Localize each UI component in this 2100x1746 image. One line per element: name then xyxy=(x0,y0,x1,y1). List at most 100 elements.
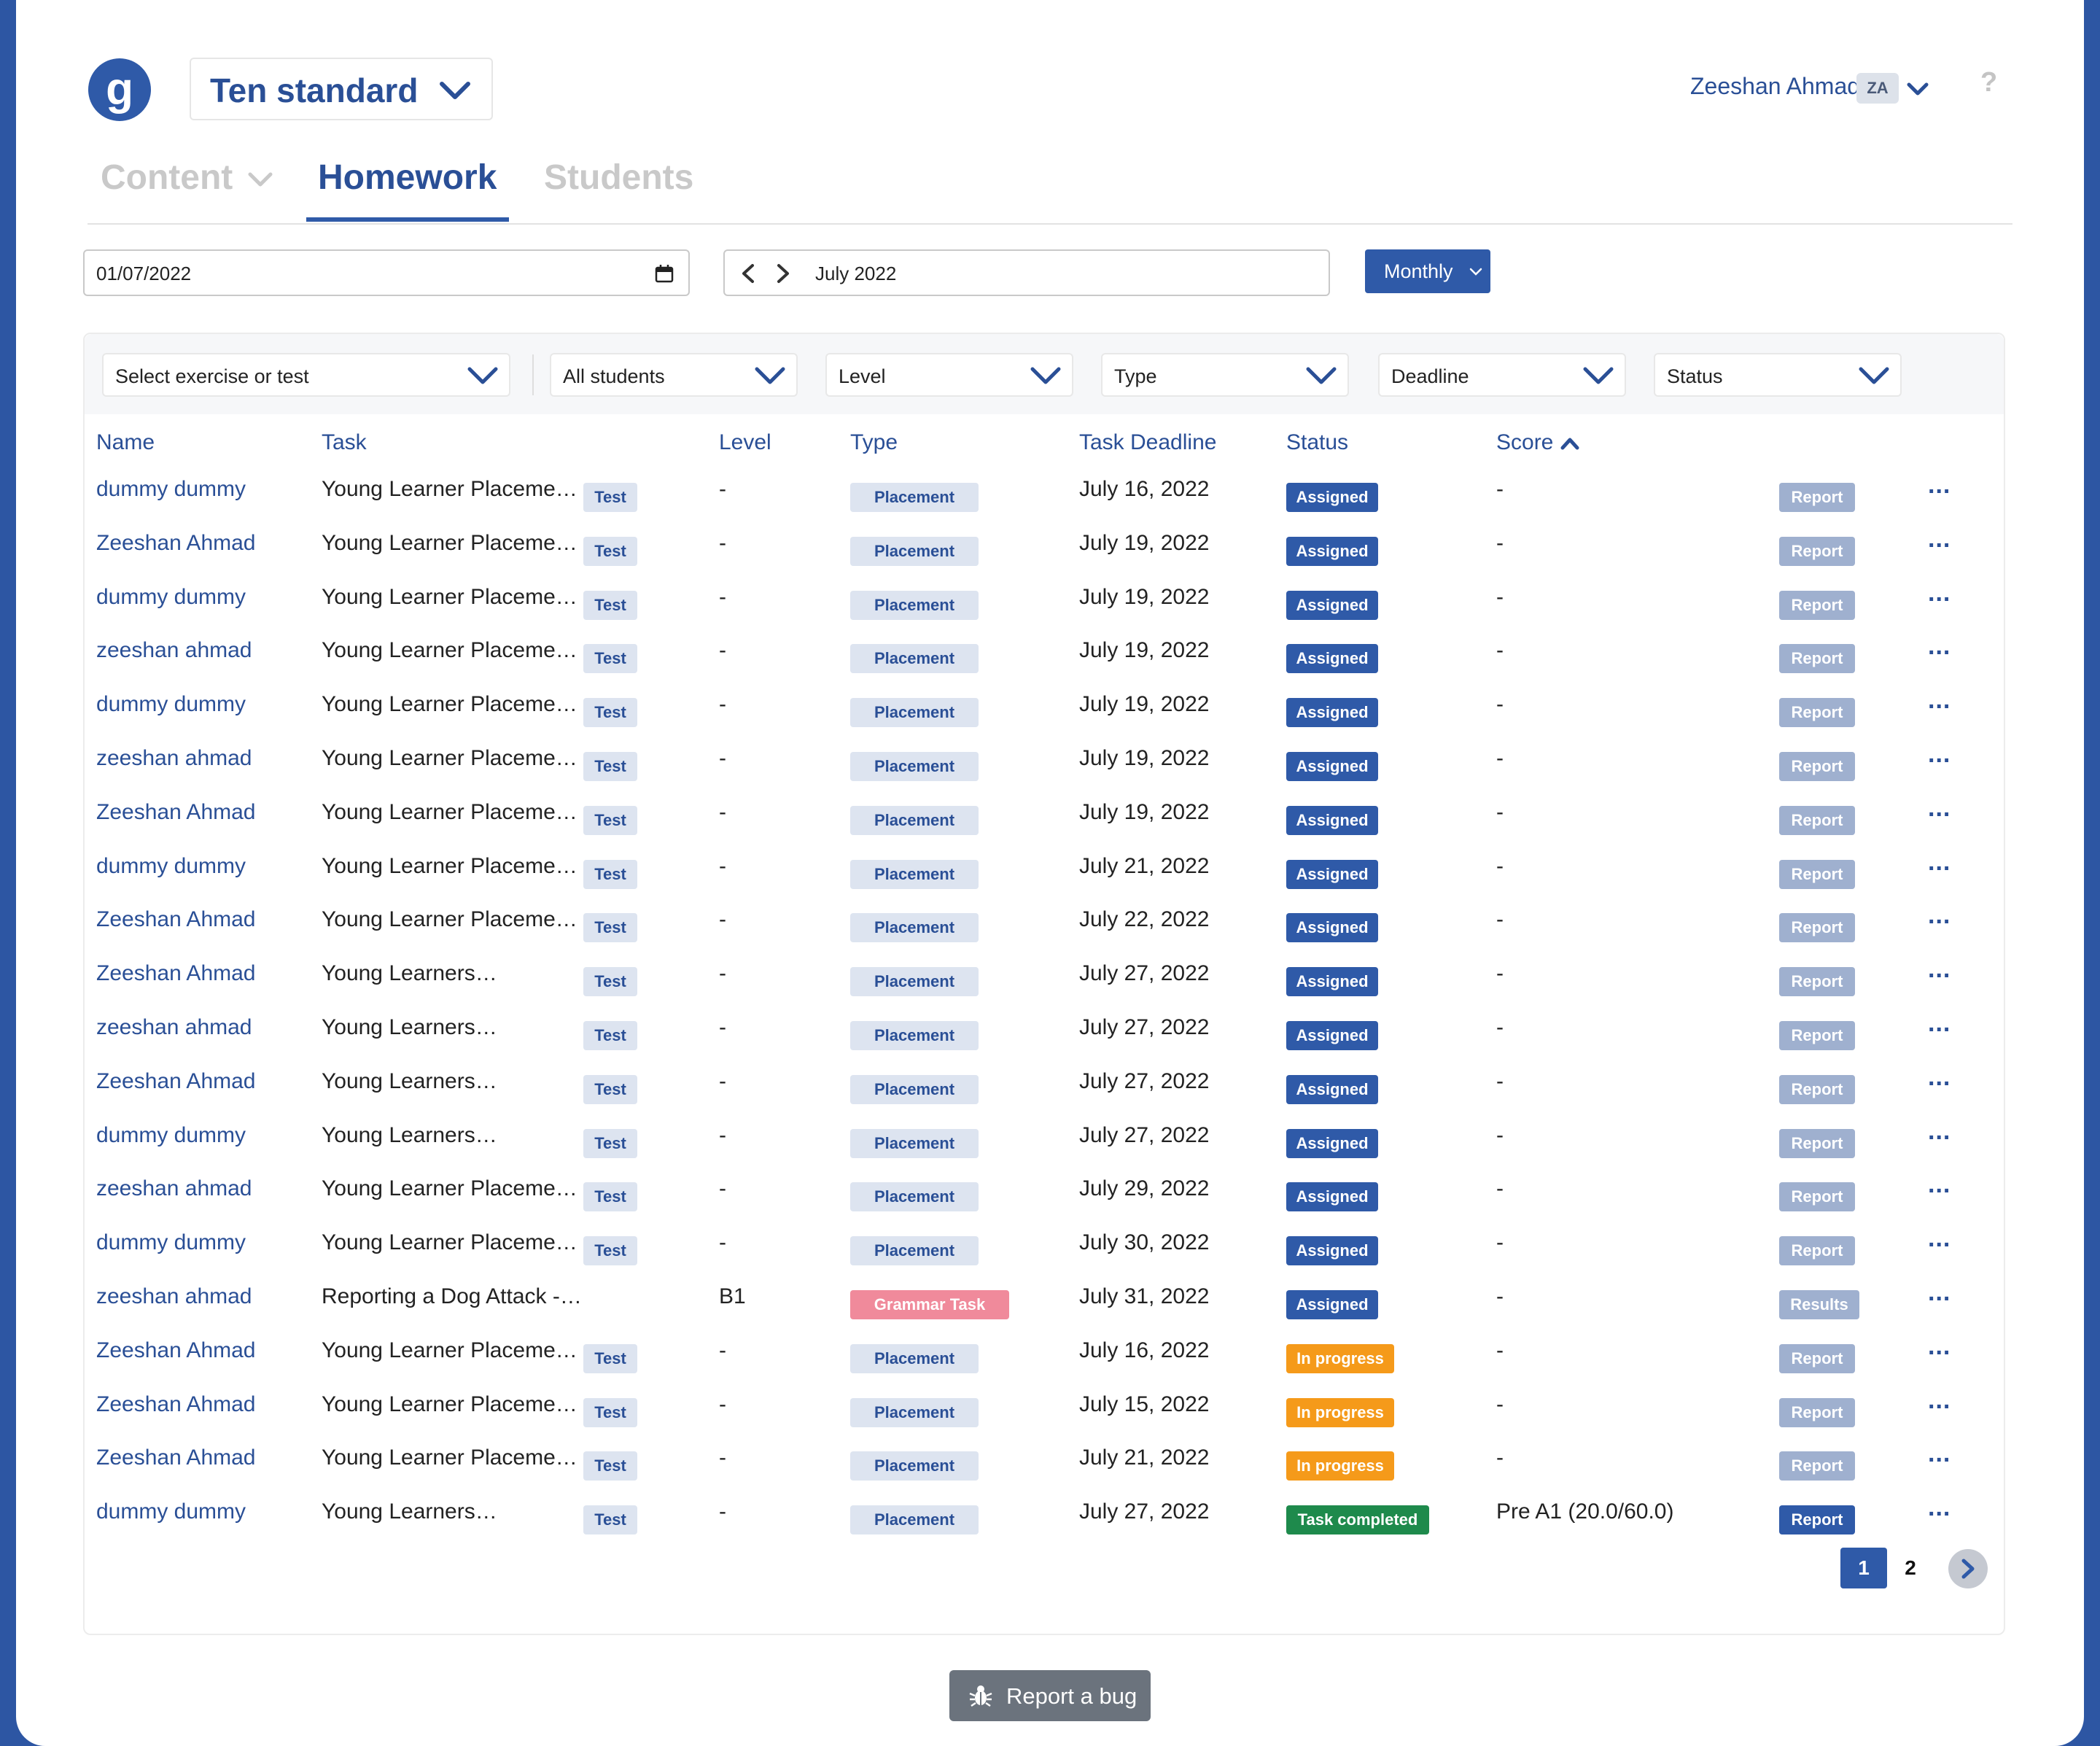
previous-period-icon[interactable] xyxy=(739,263,757,284)
filter-status[interactable]: Status xyxy=(1654,353,1902,397)
table-row: dummy dummy Young Learner Placeme… Test - Pl… xyxy=(0,847,2100,901)
student-name-link[interactable]: Zeeshan Ahmad xyxy=(96,531,256,555)
more-options-icon[interactable]: ... xyxy=(1928,1440,1951,1467)
more-options-icon[interactable]: ... xyxy=(1928,471,1951,499)
column-header-task[interactable]: Task xyxy=(322,430,367,455)
student-name-link[interactable]: zeeshan ahmad xyxy=(96,1284,252,1308)
filter-level[interactable]: Level xyxy=(825,353,1073,397)
report-button[interactable]: Report xyxy=(1779,806,1855,835)
report-button[interactable]: Report xyxy=(1779,913,1855,942)
column-header-name[interactable]: Name xyxy=(96,430,155,455)
student-name-link[interactable]: Zeeshan Ahmad xyxy=(96,1338,256,1362)
report-button[interactable]: Report xyxy=(1779,644,1855,673)
student-name-link[interactable]: Zeeshan Ahmad xyxy=(96,907,256,931)
more-options-icon[interactable]: ... xyxy=(1928,632,1951,660)
report-button[interactable]: Report xyxy=(1779,967,1855,996)
user-name[interactable]: Zeeshan Ahmad xyxy=(1690,73,1861,99)
report-button[interactable]: Report xyxy=(1779,591,1855,620)
student-name-link[interactable]: dummy dummy xyxy=(96,1499,246,1524)
deadline-value: July 27, 2022 xyxy=(1079,1499,1210,1524)
more-options-icon[interactable]: ... xyxy=(1928,1279,1951,1306)
report-button[interactable]: Report xyxy=(1779,860,1855,889)
report-button[interactable]: Report xyxy=(1779,1344,1855,1373)
report-button[interactable]: Report xyxy=(1779,1182,1855,1211)
student-name-link[interactable]: dummy dummy xyxy=(96,854,246,878)
more-options-icon[interactable]: ... xyxy=(1928,901,1951,929)
user-avatar[interactable]: ZA xyxy=(1856,73,1899,104)
filter-type[interactable]: Type xyxy=(1101,353,1349,397)
student-name-link[interactable]: dummy dummy xyxy=(96,585,246,609)
student-name-link[interactable]: dummy dummy xyxy=(96,1230,246,1254)
more-options-icon[interactable]: ... xyxy=(1928,686,1951,714)
table-row: zeeshan ahmad Young Learner Placeme… Test -… xyxy=(0,1169,2100,1223)
report-button[interactable]: Report xyxy=(1779,537,1855,566)
student-name-link[interactable]: zeeshan ahmad xyxy=(96,1176,252,1200)
report-button[interactable]: Report xyxy=(1779,752,1855,781)
more-options-icon[interactable]: ... xyxy=(1928,1009,1951,1037)
report-button[interactable]: Report xyxy=(1779,1505,1855,1534)
student-name-link[interactable]: zeeshan ahmad xyxy=(96,746,252,770)
report-button[interactable]: Report xyxy=(1779,698,1855,727)
more-options-icon[interactable]: ... xyxy=(1928,1225,1951,1252)
report-button[interactable]: Report xyxy=(1779,1451,1855,1481)
more-options-icon[interactable]: ... xyxy=(1928,1117,1951,1145)
type-badge: Placement xyxy=(850,1505,979,1534)
student-name-link[interactable]: dummy dummy xyxy=(96,1123,246,1147)
filter-all-students[interactable]: All students xyxy=(550,353,798,397)
report-button[interactable]: Report xyxy=(1779,1129,1855,1158)
more-options-icon[interactable]: ... xyxy=(1928,1171,1951,1198)
app-logo[interactable]: g xyxy=(88,58,151,121)
report-bug-button[interactable]: Report a bug xyxy=(949,1670,1151,1721)
report-button[interactable]: Report xyxy=(1779,1398,1855,1427)
student-name-link[interactable]: zeeshan ahmad xyxy=(96,1015,252,1039)
student-name-link[interactable]: Zeeshan Ahmad xyxy=(96,1069,256,1093)
column-header-type[interactable]: Type xyxy=(850,430,898,455)
student-name-link[interactable]: dummy dummy xyxy=(96,477,246,501)
more-options-icon[interactable]: ... xyxy=(1928,525,1951,553)
next-page-button[interactable] xyxy=(1948,1549,1988,1588)
page-2-button[interactable]: 2 xyxy=(1905,1556,1916,1579)
student-name-link[interactable]: dummy dummy xyxy=(96,692,246,716)
more-options-icon[interactable]: ... xyxy=(1928,1332,1951,1360)
more-options-icon[interactable]: ... xyxy=(1928,1386,1951,1414)
help-icon[interactable]: ? xyxy=(1980,67,1998,98)
more-options-icon[interactable]: ... xyxy=(1928,955,1951,983)
more-options-icon[interactable]: ... xyxy=(1928,1494,1951,1521)
filter-deadline[interactable]: Deadline xyxy=(1378,353,1626,397)
filter-label: All students xyxy=(563,365,665,387)
tab-content[interactable]: Content xyxy=(101,158,273,198)
results-button[interactable]: Results xyxy=(1779,1290,1859,1319)
more-options-icon[interactable]: ... xyxy=(1928,1063,1951,1091)
report-button[interactable]: Report xyxy=(1779,1236,1855,1265)
level-value: - xyxy=(719,1069,726,1093)
student-name-link[interactable]: Zeeshan Ahmad xyxy=(96,961,256,985)
more-options-icon[interactable]: ... xyxy=(1928,848,1951,876)
date-input[interactable]: 01/07/2022 xyxy=(83,249,690,296)
report-button[interactable]: Report xyxy=(1779,1075,1855,1104)
student-name-link[interactable]: Zeeshan Ahmad xyxy=(96,1446,256,1470)
more-options-icon[interactable]: ... xyxy=(1928,794,1951,822)
type-badge: Placement xyxy=(850,591,979,620)
column-header-score[interactable]: Score xyxy=(1496,430,1580,455)
calendar-icon[interactable] xyxy=(655,264,674,283)
tab-students[interactable]: Students xyxy=(544,158,693,198)
deadline-value: July 27, 2022 xyxy=(1079,1069,1210,1093)
user-menu-chevron-icon[interactable] xyxy=(1906,80,1929,98)
next-period-icon[interactable] xyxy=(774,263,792,284)
report-button[interactable]: Report xyxy=(1779,483,1855,512)
column-header-level[interactable]: Level xyxy=(719,430,771,455)
student-name-link[interactable]: zeeshan ahmad xyxy=(96,638,252,662)
test-tag: Test xyxy=(583,698,637,727)
more-options-icon[interactable]: ... xyxy=(1928,579,1951,607)
view-mode-dropdown[interactable]: Monthly xyxy=(1365,249,1490,293)
column-header-status[interactable]: Status xyxy=(1286,430,1348,455)
filter-select-exercise-or-test[interactable]: Select exercise or test xyxy=(102,353,510,397)
tab-homework[interactable]: Homework xyxy=(318,158,497,198)
page-1-button[interactable]: 1 xyxy=(1840,1548,1887,1588)
class-selector[interactable]: Ten standard xyxy=(190,58,493,120)
student-name-link[interactable]: Zeeshan Ahmad xyxy=(96,800,256,824)
student-name-link[interactable]: Zeeshan Ahmad xyxy=(96,1392,256,1416)
more-options-icon[interactable]: ... xyxy=(1928,740,1951,768)
column-header-task-deadline[interactable]: Task Deadline xyxy=(1079,430,1216,455)
report-button[interactable]: Report xyxy=(1779,1021,1855,1050)
